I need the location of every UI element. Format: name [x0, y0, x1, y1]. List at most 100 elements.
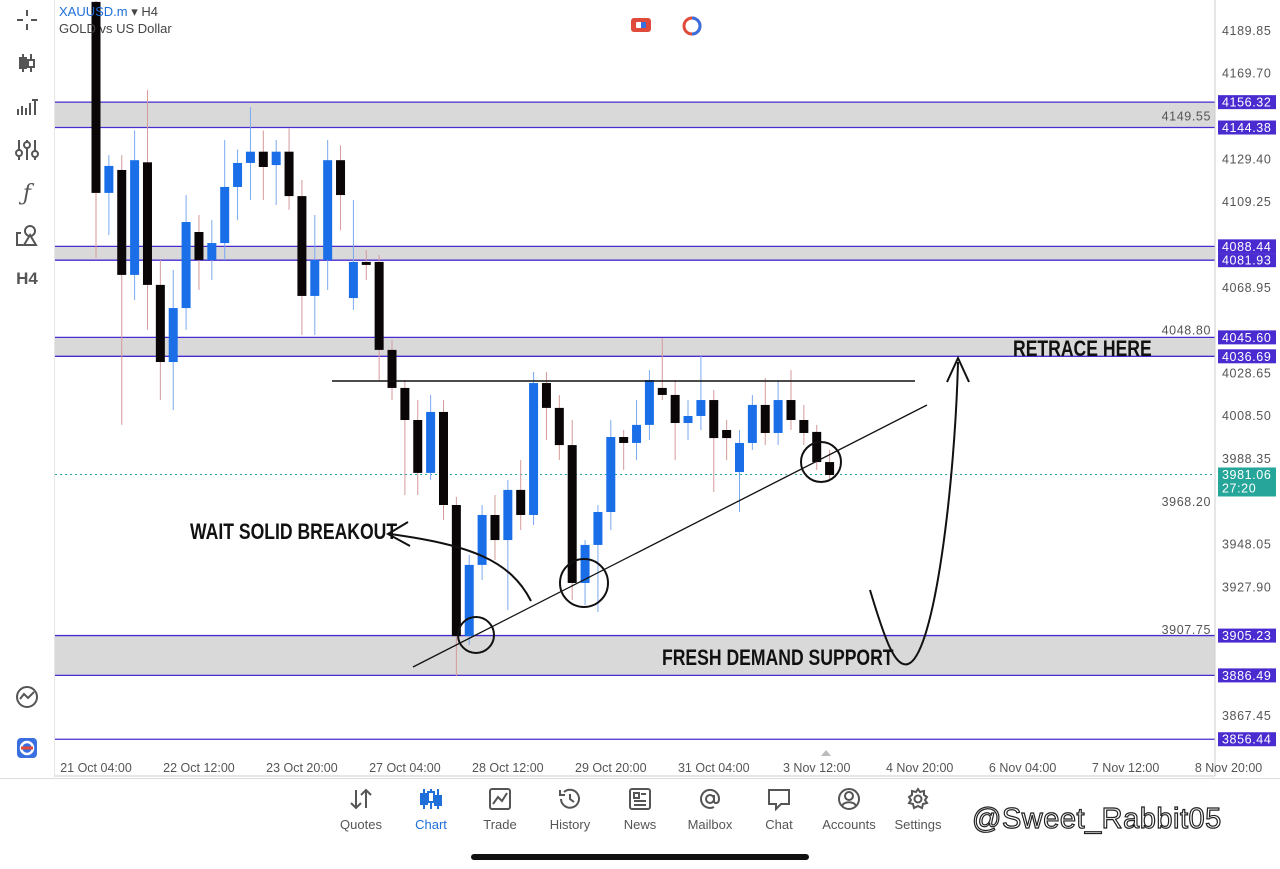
bottom-navigation: Quotes Chart Trade History News Mailbox … [0, 778, 1280, 869]
indicators-icon[interactable] [10, 92, 44, 122]
candle-body [284, 151, 294, 197]
supply-demand-zone [55, 102, 1215, 128]
candle-body [233, 162, 243, 187]
symbol-selector[interactable]: XAUUSD.m ▾ H4 [59, 4, 158, 20]
function-icon[interactable]: ƒ [22, 180, 32, 206]
candle-body [91, 1, 101, 193]
zone-top-price: 4045.60 [1222, 331, 1271, 345]
candle-body [709, 400, 719, 439]
watermark: @Sweet_Rabbit05 [971, 802, 1222, 835]
retrace-label: RETRACE HERE [1013, 337, 1152, 361]
candle-body [503, 489, 513, 541]
y-tick-label: 4109.25 [1222, 195, 1271, 209]
candle-body [644, 380, 654, 425]
candle-body [130, 160, 140, 275]
candle-body [812, 431, 822, 463]
x-tick-label: 6 Nov 04:00 [989, 761, 1056, 775]
y-tick-label: 3907.75 [1162, 623, 1211, 637]
zone-top-price-bg [1218, 95, 1276, 110]
x-tick-label: 29 Oct 20:00 [575, 761, 647, 775]
x-tick-label: 7 Nov 12:00 [1092, 761, 1159, 775]
zone-bottom-price-bg [1218, 668, 1276, 683]
x-tick-label: 28 Oct 12:00 [472, 761, 544, 775]
timeframe-value: H4 [141, 4, 159, 19]
trade-signal-icon[interactable] [630, 16, 651, 34]
level-price: 3856.44 [1222, 733, 1271, 747]
y-tick-label: 4028.65 [1222, 366, 1271, 380]
candle-body [374, 261, 384, 350]
candle-body [773, 400, 783, 433]
zone-bottom-price: 4081.93 [1222, 254, 1271, 268]
quotes-icon [350, 788, 372, 810]
y-tick-label: 4068.95 [1222, 281, 1271, 295]
candle-body [490, 514, 500, 541]
touch-circle [559, 558, 609, 608]
breakout-arrowhead [385, 521, 411, 547]
nav-label: Chart [415, 817, 447, 832]
nav-chart[interactable]: Chart [396, 787, 466, 832]
x-tick-label: 8 Nov 20:00 [1195, 761, 1262, 775]
candle-body [477, 514, 487, 565]
nav-quotes[interactable]: Quotes [326, 787, 396, 832]
nav-history[interactable]: History [535, 787, 605, 832]
x-tick-label: 4 Nov 20:00 [886, 761, 953, 775]
candle-body [722, 429, 732, 439]
nav-trade[interactable]: Trade [465, 787, 535, 832]
timeframe-button[interactable]: H4 [16, 269, 38, 288]
y-tick-label: 4048.80 [1162, 324, 1211, 338]
app-logo-icon[interactable] [10, 733, 44, 763]
one-click-trading-icon[interactable] [682, 16, 702, 36]
nav-news[interactable]: News [605, 787, 675, 832]
demand-label: FRESH DEMAND SUPPORT [662, 646, 894, 670]
y-tick-label: 3988.35 [1222, 452, 1271, 466]
zone-top-price: 4156.32 [1222, 96, 1271, 110]
settings-sliders-icon[interactable] [10, 135, 44, 165]
candle-body [168, 308, 178, 363]
candle-body [207, 243, 217, 261]
candle-body [426, 411, 436, 473]
candle-body [194, 231, 204, 261]
candle-body [747, 404, 757, 443]
candle-body [413, 420, 423, 473]
objects-icon[interactable] [10, 221, 44, 251]
crosshair-icon[interactable] [10, 5, 44, 35]
supply-demand-zone [55, 635, 1215, 676]
candle-body [181, 222, 191, 309]
zone-bottom-price-bg [1218, 253, 1276, 268]
candle-body [348, 261, 358, 299]
candle-body [799, 420, 809, 433]
zone-top-price-bg [1218, 330, 1276, 345]
candle-body [400, 387, 410, 421]
x-tick-label: 27 Oct 04:00 [369, 761, 441, 775]
y-tick-label: 4149.55 [1162, 110, 1211, 124]
y-tick-label: 3867.45 [1222, 709, 1271, 723]
candle-body [323, 160, 333, 261]
nav-accounts[interactable]: Accounts [814, 787, 884, 832]
candle-body [670, 394, 680, 423]
nav-chat[interactable]: Chat [744, 787, 814, 832]
chart-analysis-icon[interactable] [10, 682, 44, 712]
candle-body [683, 415, 693, 423]
candle-body [271, 151, 281, 166]
nav-settings[interactable]: Settings [883, 787, 953, 832]
nav-mailbox[interactable]: Mailbox [675, 787, 745, 832]
current-time-marker [821, 750, 831, 756]
candlestick-type-icon[interactable] [10, 48, 44, 78]
home-indicator[interactable] [471, 854, 809, 860]
zone-top-price: 4088.44 [1222, 240, 1271, 254]
candle-body [155, 284, 165, 363]
candle-body [245, 151, 255, 163]
left-toolbar: ƒ H4 [0, 0, 55, 776]
candle-body [760, 404, 770, 433]
zone-top-price-bg [1218, 239, 1276, 254]
zone-bottom-price: 4036.69 [1222, 350, 1271, 364]
price-chart[interactable]: 4189.85 4169.70 4149.55 4129.40 4109.25 4068.… [0, 0, 1280, 778]
touch-circle [457, 616, 495, 654]
candle-body [735, 442, 744, 473]
level-price-bg [1218, 732, 1276, 747]
candle-body [104, 165, 114, 193]
y-tick-label: 3927.90 [1222, 580, 1271, 594]
candle-body [632, 424, 642, 443]
y-tick-label: 4008.50 [1222, 409, 1271, 423]
candle-body [593, 512, 603, 545]
